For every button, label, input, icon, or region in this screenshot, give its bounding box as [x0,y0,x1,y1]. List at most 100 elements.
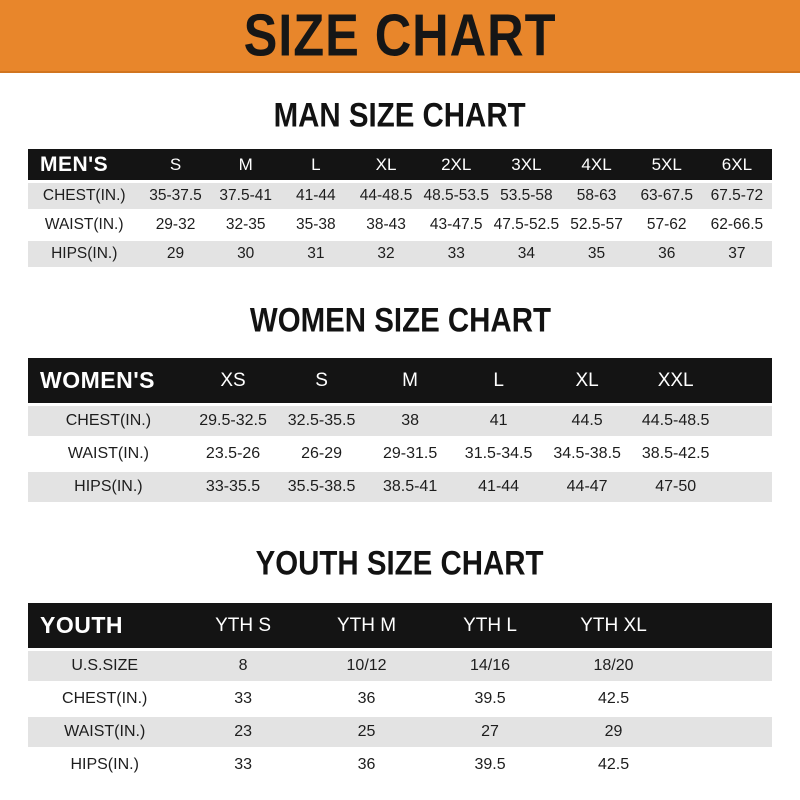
measurement-value: 52.5-57 [561,212,632,238]
measurement-value: 23 [181,717,305,747]
measurement-value: 8 [181,651,305,681]
header-spacer [675,603,772,648]
measurement-row: CHEST(IN.) 33 36 39.5 42.5 [28,684,772,714]
size-column-header: YTH L [428,603,552,648]
measurement-value: 31 [280,241,351,267]
measurement-value: 29-31.5 [365,439,455,469]
measurement-value: 29 [551,717,676,747]
measurement-value: 58-63 [561,183,632,209]
size-column-header: XL [350,149,422,180]
row-label: CHEST(IN.) [28,406,189,436]
measurement-value: 44-47 [542,472,632,502]
youth-section-title: YOUTH SIZE CHART [256,542,544,583]
measurement-value: 31.5-34.5 [454,439,543,469]
measurement-value: 34.5-38.5 [542,439,632,469]
measurement-value: 33 [181,750,305,780]
measurement-value: 36 [304,684,429,714]
measurement-value: 26-29 [277,439,366,469]
group-label: WOMEN'S [28,358,189,403]
orange-banner: SIZE CHART [0,0,800,73]
size-column-header: L [280,149,351,180]
size-column-header: S [277,358,366,403]
measurement-value: 14/16 [428,651,552,681]
measurement-value: 29-32 [140,212,211,238]
row-label: HIPS(IN.) [28,241,141,267]
row-spacer [675,651,772,681]
measurement-row: HIPS(IN.) 29 30 31 32 33 34 35 36 37 [28,241,772,267]
measurement-value: 67.5-72 [701,183,772,209]
row-spacer [719,439,772,469]
group-label: MEN'S [28,149,141,180]
measurement-row: CHEST(IN.) 29.5-32.5 32.5-35.5 38 41 44.5 44.5… [28,406,772,436]
size-column-header: 6XL [701,149,772,180]
measurement-value: 41-44 [454,472,543,502]
measurement-value: 35-37.5 [140,183,211,209]
measurement-value: 33-35.5 [188,472,278,502]
row-spacer [719,406,772,436]
row-spacer [719,472,772,502]
page-title: SIZE CHART [243,1,557,69]
measurement-value: 39.5 [428,750,552,780]
measurement-value: 32.5-35.5 [277,406,366,436]
measurement-value: 33 [421,241,492,267]
measurement-row: WAIST(IN.) 23 25 27 29 [28,717,772,747]
man-size-table: MEN'S S M L XL 2XL 3XL 4XL 5XL 6XL CHEST(IN.) 35-37… [28,146,772,270]
measurement-value: 63-67.5 [631,183,702,209]
measurement-value: 27 [428,717,552,747]
measurement-value: 36 [304,750,429,780]
measurement-value: 38-43 [350,212,422,238]
measurement-value: 35 [561,241,632,267]
size-column-header: YTH XL [551,603,676,648]
measurement-value: 38.5-42.5 [631,439,720,469]
measurement-value: 42.5 [551,750,676,780]
size-column-header: 4XL [561,149,632,180]
row-label: U.S.SIZE [28,651,182,681]
measurement-value: 48.5-53.5 [421,183,492,209]
measurement-value: 38 [365,406,455,436]
measurement-value: 10/12 [304,651,429,681]
measurement-value: 37.5-41 [210,183,281,209]
measurement-value: 42.5 [551,684,676,714]
measurement-value: 43-47.5 [421,212,492,238]
size-column-header: M [210,149,281,180]
row-label: WAIST(IN.) [28,212,141,238]
measurement-value: 39.5 [428,684,552,714]
measurement-value: 37 [701,241,772,267]
measurement-value: 29 [140,241,211,267]
measurement-value: 41 [454,406,543,436]
size-column-header: 3XL [491,149,562,180]
measurement-value: 47.5-52.5 [491,212,562,238]
measurement-value: 30 [210,241,281,267]
measurement-row: CHEST(IN.) 35-37.5 37.5-41 41-44 44-48.5 48.5… [28,183,772,209]
measurement-value: 44-48.5 [350,183,422,209]
measurement-value: 29.5-32.5 [188,406,278,436]
women-size-table-wrap: WOMEN'S XS S M L XL XXL CHEST(IN.) 29.5-32.5 32.5… [0,355,800,505]
measurement-value: 57-62 [631,212,702,238]
measurement-row: HIPS(IN.) 33-35.5 35.5-38.5 38.5-41 41-44 44-… [28,472,772,502]
measurement-value: 62-66.5 [701,212,772,238]
measurement-value: 53.5-58 [491,183,562,209]
measurement-value: 41-44 [280,183,351,209]
measurement-value: 33 [181,684,305,714]
measurement-row: U.S.SIZE 8 10/12 14/16 18/20 [28,651,772,681]
measurement-value: 44.5 [542,406,632,436]
measurement-row: WAIST(IN.) 29-32 32-35 35-38 38-43 43-47.5 47.… [28,212,772,238]
row-spacer [675,684,772,714]
measurement-value: 35.5-38.5 [277,472,366,502]
row-label: CHEST(IN.) [28,684,182,714]
measurement-value: 44.5-48.5 [631,406,720,436]
size-column-header: XXL [631,358,720,403]
measurement-value: 34 [491,241,562,267]
size-column-header: XS [188,358,278,403]
man-section-title: MAN SIZE CHART [274,94,526,135]
row-label: WAIST(IN.) [28,717,182,747]
header-row: WOMEN'S XS S M L XL XXL [28,358,772,403]
measurement-value: 36 [631,241,702,267]
row-label: WAIST(IN.) [28,439,189,469]
size-column-header: S [140,149,211,180]
size-column-header: L [454,358,543,403]
row-label: CHEST(IN.) [28,183,141,209]
measurement-value: 32 [350,241,422,267]
group-label: YOUTH [28,603,182,648]
